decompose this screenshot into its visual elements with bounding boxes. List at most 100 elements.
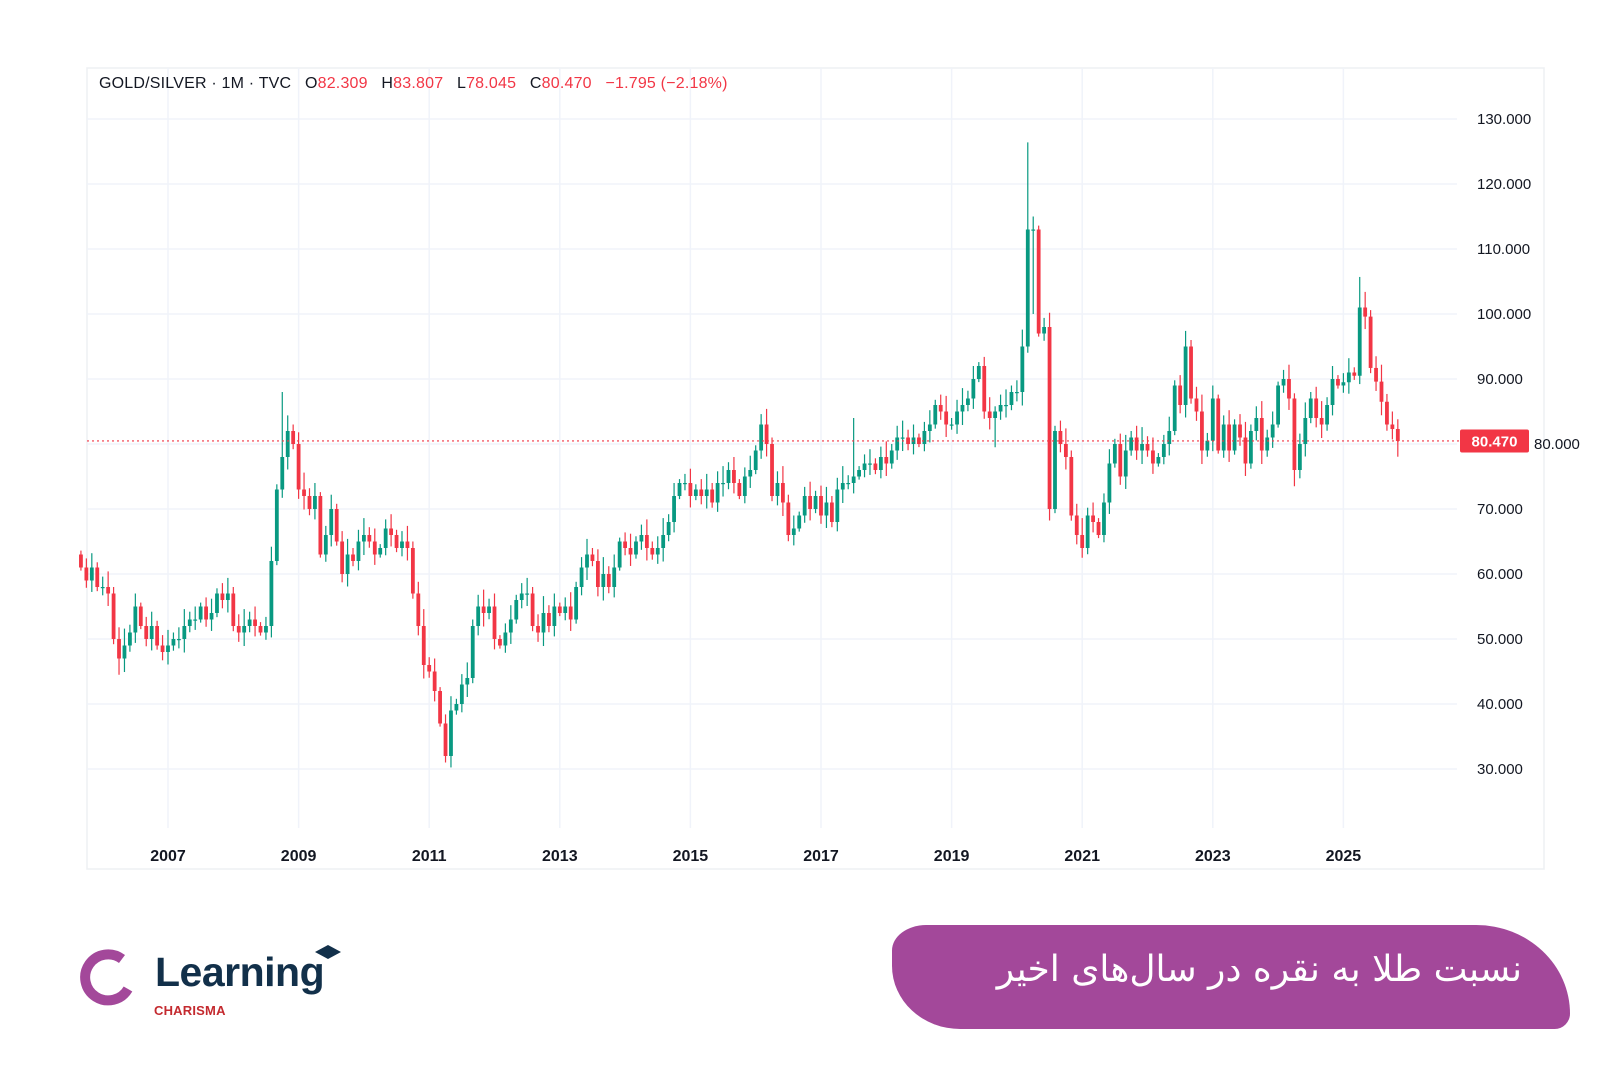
x-tick-label: 2007: [150, 848, 186, 865]
candle-2021-06: [1107, 449, 1112, 514]
candle-2012-07: [525, 577, 530, 606]
candle-2012-01: [492, 593, 497, 650]
candle-2015-05: [710, 483, 715, 508]
candle-2010-09: [405, 525, 410, 561]
candle-body: [704, 489, 709, 496]
candle-2018-04: [900, 420, 905, 452]
candle-2023-09: [1254, 406, 1259, 441]
candle-2019-08: [987, 397, 992, 430]
x-tick-label: 2025: [1326, 848, 1362, 865]
candle-2025-07: [1374, 356, 1378, 391]
x-tick-label: 2019: [934, 848, 970, 865]
candle-2011-06: [454, 698, 459, 715]
axes: 30.000 40.000 50.000 60.000 70.000 80.000 90.0…: [87, 111, 1580, 865]
candle-body: [927, 424, 932, 431]
candle-2007-04: [182, 609, 187, 653]
candle-2024-11: [1330, 366, 1335, 416]
candle-2025-03: [1352, 367, 1357, 380]
candle-2025-08: [1379, 364, 1384, 416]
candle-2016-02: [759, 414, 764, 459]
candle-body: [590, 554, 595, 561]
candle-body: [650, 548, 655, 555]
candle-2022-11: [1200, 394, 1204, 465]
candle-2016-04: [770, 437, 774, 502]
candle-2006-02: [106, 571, 111, 606]
candle-body: [944, 411, 949, 425]
candle-2017-04: [835, 477, 840, 532]
candle-body: [770, 444, 774, 496]
candle-body: [1025, 229, 1030, 347]
candle-body: [291, 431, 296, 444]
candle-body: [389, 528, 394, 535]
candle-2010-04: [378, 544, 383, 558]
candle-2024-02: [1281, 369, 1286, 393]
candle-body: [536, 626, 540, 633]
candle-body: [1009, 392, 1014, 405]
candle-body: [416, 593, 421, 626]
candle-body: [1172, 385, 1177, 431]
candle-2024-04: [1292, 393, 1297, 487]
candle-2006-09: [144, 616, 149, 647]
candle-body: [334, 509, 339, 542]
candle-2006-06: [128, 624, 132, 652]
candle-body: [1374, 367, 1378, 382]
candle-body: [1319, 418, 1324, 425]
candle-body: [672, 496, 676, 522]
candle-2013-07: [590, 548, 595, 567]
candle-2015-10: [737, 479, 742, 500]
candle-body: [144, 626, 149, 639]
candle-body: [1221, 424, 1226, 451]
candle-2013-08: [595, 549, 600, 597]
candle-2021-12: [1140, 427, 1144, 465]
candle-2022-12: [1205, 432, 1210, 457]
high-value: 83.807: [393, 75, 444, 92]
candle-body: [922, 431, 927, 444]
candle-body: [215, 593, 219, 613]
candle-2011-09: [470, 619, 475, 684]
learning-charisma-logo: Learning CHARISMA: [78, 945, 358, 1025]
candle-body: [857, 470, 861, 477]
candle-body: [862, 463, 867, 470]
candle-body: [302, 489, 306, 496]
candle-2022-10: [1194, 386, 1199, 421]
candle-2009-06: [323, 525, 328, 562]
candle-2011-02: [432, 658, 437, 702]
candle-2017-07: [851, 418, 856, 494]
candle-2013-10: [606, 566, 611, 594]
y-tick-label: 100.000: [1477, 306, 1531, 323]
candle-body: [1194, 398, 1199, 412]
candle-body: [530, 593, 535, 626]
candle-2019-06: [976, 362, 981, 383]
candle-2011-04: [443, 714, 448, 763]
candle-2018-12: [944, 395, 949, 437]
candle-body: [976, 366, 981, 379]
candle-body: [1330, 379, 1335, 405]
candle-body: [274, 489, 279, 561]
candle-body: [732, 470, 736, 483]
candle-2017-01: [819, 485, 823, 524]
candlestick-chart[interactable]: 30.000 40.000 50.000 60.000 70.000 80.000 90.0…: [0, 0, 1621, 900]
candle-body: [1308, 398, 1313, 418]
change-value: −1.795 (−2.18%): [605, 75, 728, 92]
candle-2011-08: [465, 662, 470, 697]
candle-2016-12: [813, 490, 818, 514]
candle-2014-12: [683, 473, 687, 491]
candle-2019-12: [1009, 385, 1014, 411]
candle-body: [1227, 424, 1232, 451]
candle-body: [187, 619, 192, 626]
candle-2018-10: [933, 399, 938, 429]
candle-2019-07: [982, 356, 987, 419]
logo-subtitle: CHARISMA: [154, 1003, 226, 1018]
candle-2013-09: [601, 557, 606, 601]
candle-body: [1390, 424, 1395, 429]
candle-2020-07: [1047, 312, 1052, 521]
candle-2021-09: [1123, 434, 1128, 489]
candle-body: [1134, 437, 1139, 451]
candle-body: [155, 626, 160, 646]
candle-2023-11: [1265, 429, 1270, 457]
candle-2009-08: [334, 503, 339, 546]
chart-frame: [86, 67, 1545, 870]
candle-2008-08: [269, 546, 274, 638]
candle-2021-04: [1096, 518, 1101, 539]
candle-2009-02: [302, 472, 306, 510]
